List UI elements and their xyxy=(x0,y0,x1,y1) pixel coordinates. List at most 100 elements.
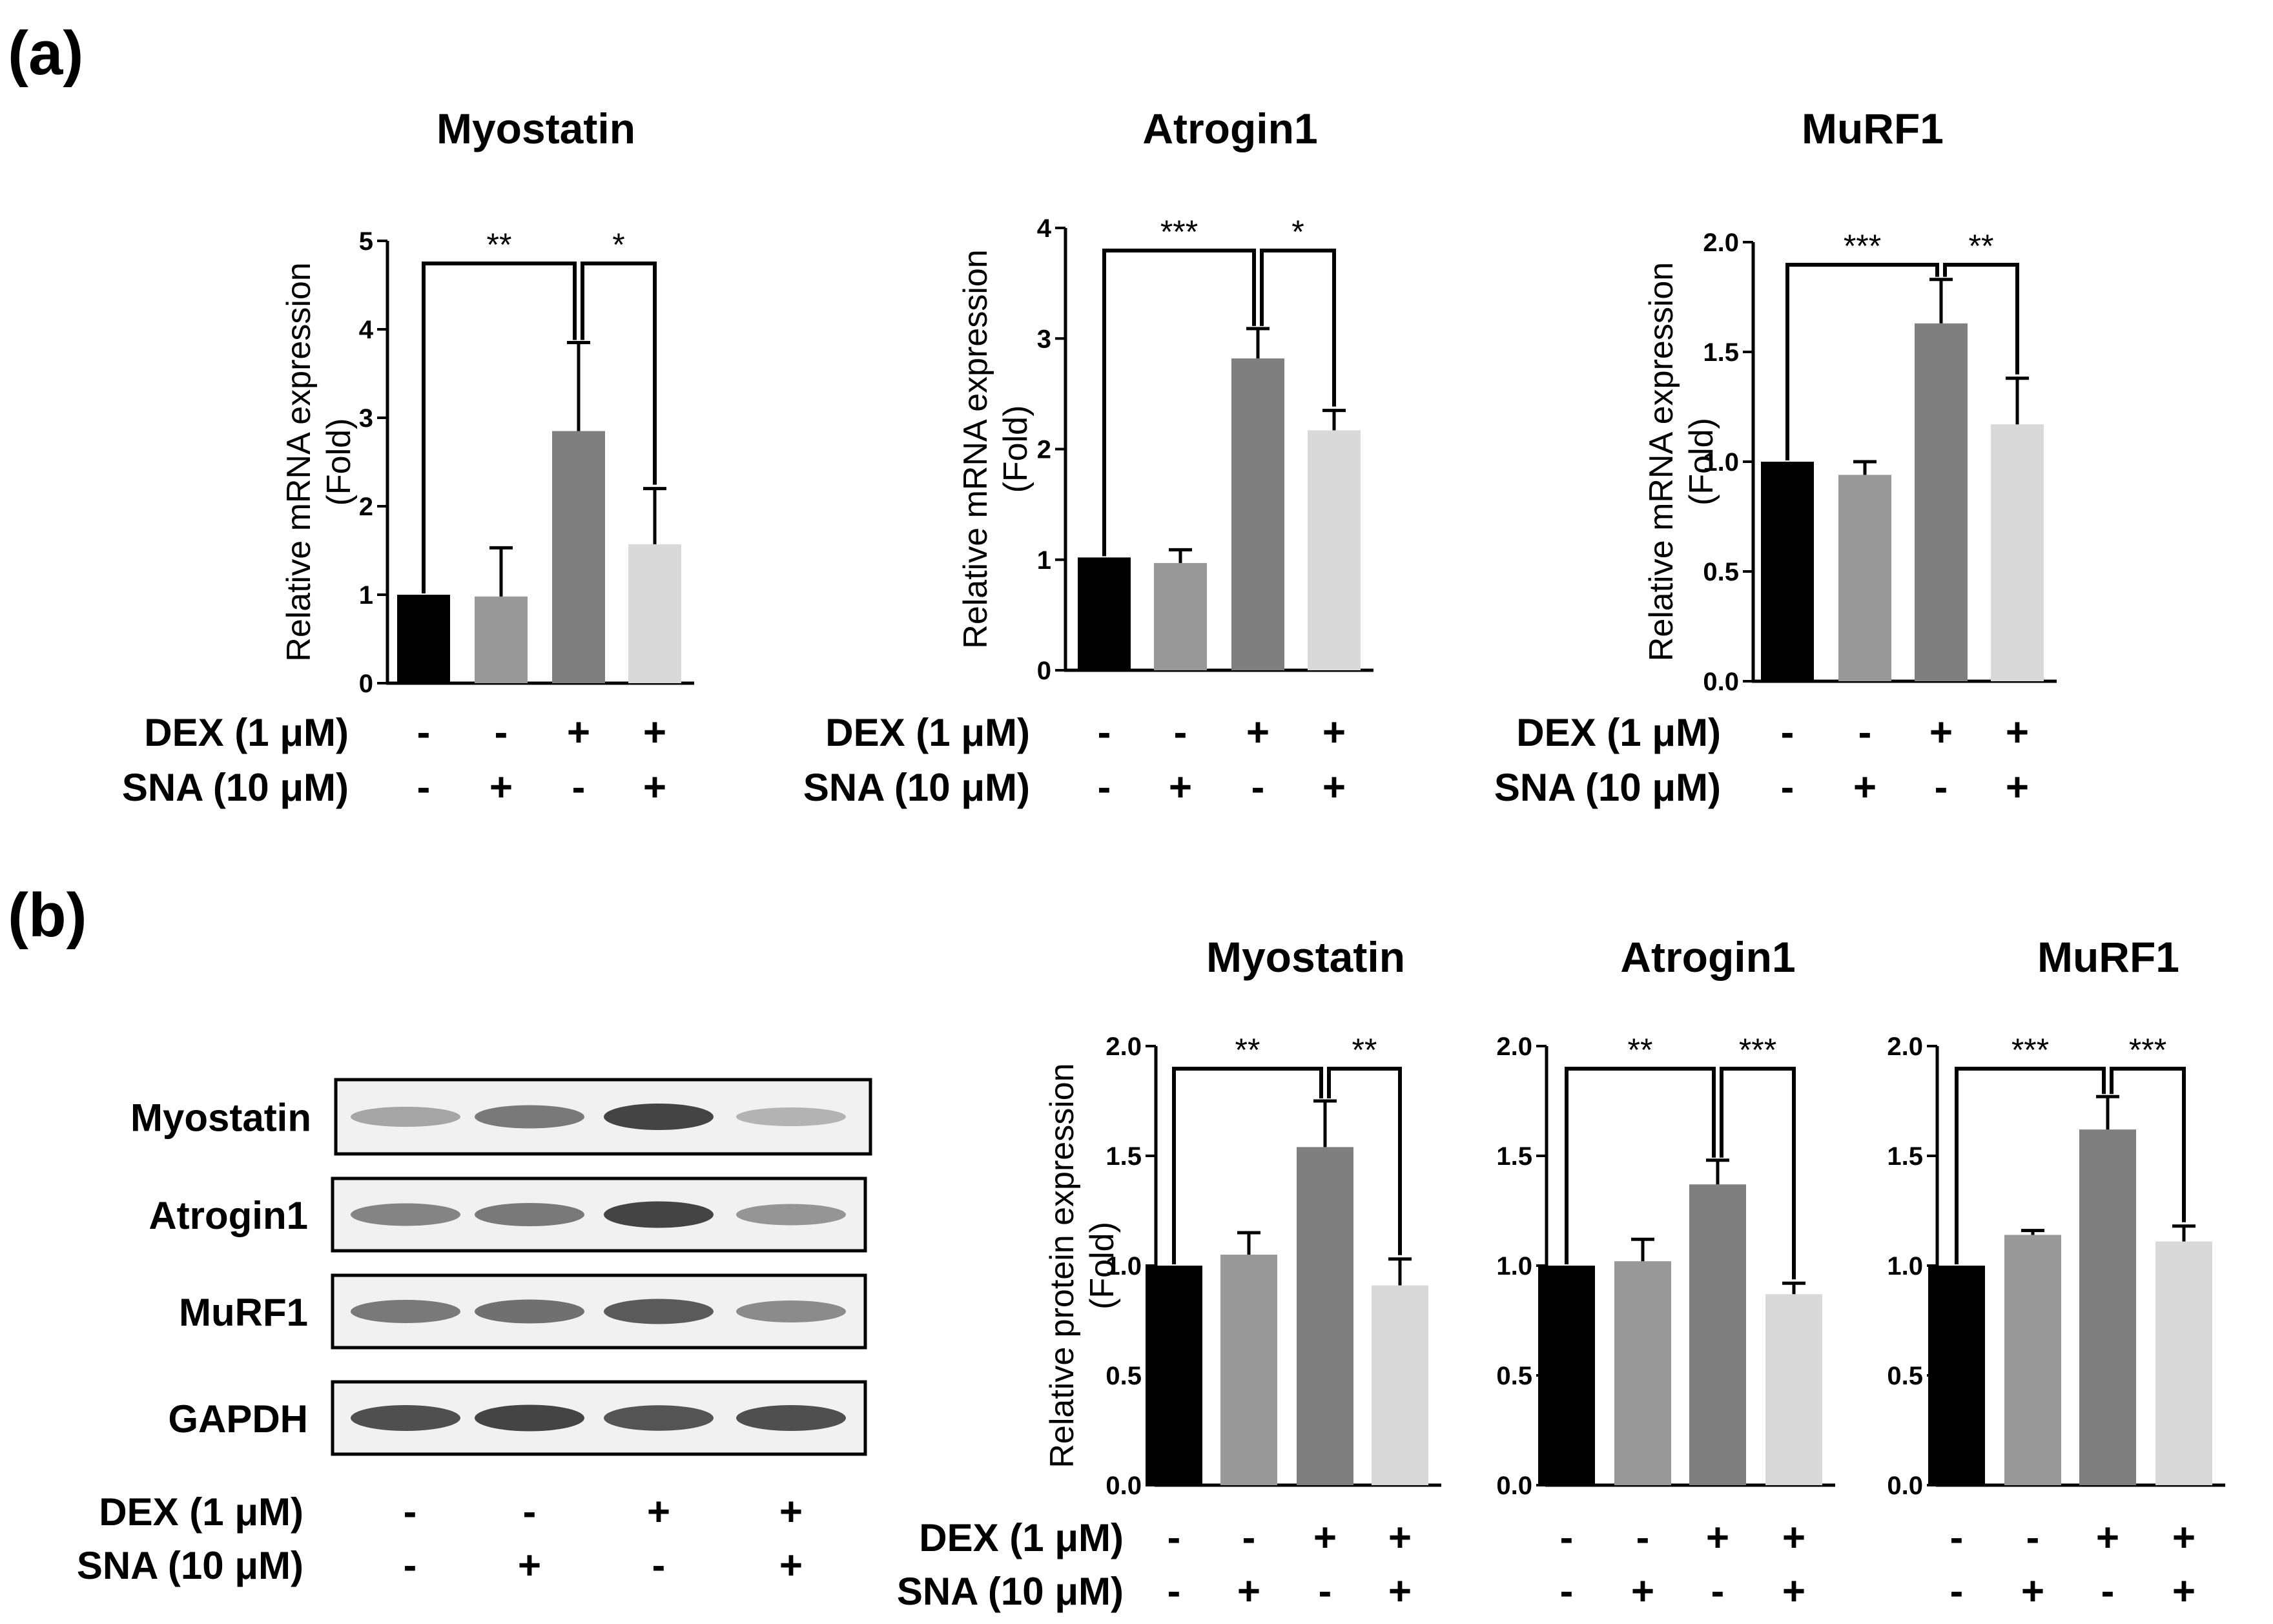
significance-bracket xyxy=(1785,263,1939,460)
blot-band xyxy=(351,1203,460,1226)
y-tick-label: 2.0 xyxy=(1496,1033,1532,1061)
chart-b-murf1: MuRF1 0.0 0.5 1.0 1.5 2.0 *** *** xyxy=(1887,933,2225,1500)
condition-sign: + xyxy=(2172,1516,2196,1560)
chart-a-atrogin1: Atrogin1 Relative mRNA expression (Fold) 0 1… xyxy=(957,105,1373,685)
y-tick-label: 0 xyxy=(1037,657,1051,685)
condition-sign: + xyxy=(2096,1516,2119,1560)
condition-sign: - xyxy=(1167,1516,1181,1560)
condition-label: DEX (1 μM) xyxy=(144,711,349,754)
blot-band xyxy=(736,1107,846,1126)
y-axis-label: Relative protein expression xyxy=(1044,1063,1081,1468)
blot-band xyxy=(351,1300,460,1323)
condition-table: DEX (1 μM) - - + + SNA (10 μM) - + - + xyxy=(1494,710,2029,810)
significance-label: ** xyxy=(1235,1032,1260,1068)
significance-bracket xyxy=(581,262,657,485)
blot-row: GAPDH xyxy=(168,1380,867,1456)
condition-sign: + xyxy=(1322,765,1346,810)
condition-sign: - xyxy=(1174,710,1188,755)
condition-sign: + xyxy=(1782,1569,1805,1614)
western-blot: Myostatin Atrogin1 MuRF1 GAPDH xyxy=(130,1078,872,1456)
significance-bracket xyxy=(1955,1067,2106,1264)
bar xyxy=(1231,358,1284,670)
condition-rows: DEX (1 μM) - - + + SNA (10 μM) - + - + DEX (1 μM) -… xyxy=(77,710,2196,1614)
bar xyxy=(1078,557,1131,670)
significance-bracket xyxy=(1260,249,1336,407)
condition-sign: - xyxy=(1098,765,1111,810)
bar xyxy=(1915,323,1968,681)
condition-sign: + xyxy=(518,1543,541,1588)
significance-label: ** xyxy=(1628,1032,1653,1068)
condition-sign: + xyxy=(1313,1516,1337,1560)
blot-band xyxy=(736,1405,846,1431)
condition-sign: - xyxy=(523,1490,537,1534)
bar xyxy=(1220,1255,1277,1485)
condition-sign: + xyxy=(2172,1569,2196,1614)
condition-sign: - xyxy=(1560,1516,1574,1560)
significance-bracket xyxy=(422,262,577,593)
protein-label: MuRF1 xyxy=(179,1291,308,1334)
y-tick-label: 0.5 xyxy=(1703,558,1739,586)
y-axis-label-unit: (Fold) xyxy=(320,418,358,506)
bar xyxy=(1146,1266,1202,1485)
chart-a-myostatin: Myostatin Relative mRNA expression (Fold) 0… xyxy=(280,105,694,698)
y-tick-label: 0.0 xyxy=(1106,1472,1142,1500)
y-tick-label: 1.5 xyxy=(1496,1142,1532,1171)
chart-b-myostatin: Myostatin Relative protein expression (Fol… xyxy=(1044,933,1441,1500)
condition-sign: - xyxy=(1781,710,1795,755)
condition-sign: - xyxy=(1636,1516,1650,1560)
blot-row: MuRF1 xyxy=(179,1273,867,1350)
significance-bracket xyxy=(1172,1067,1323,1264)
significance-bracket xyxy=(1565,1067,1716,1264)
condition-sign: - xyxy=(1711,1569,1725,1614)
y-axis-label-unit: (Fold) xyxy=(997,406,1034,493)
y-tick-label: 2 xyxy=(359,493,373,521)
significance-label: * xyxy=(1291,214,1304,250)
bar xyxy=(1765,1294,1822,1485)
bar xyxy=(1372,1285,1428,1485)
condition-label: SNA (10 μM) xyxy=(77,1544,303,1587)
condition-sign: + xyxy=(643,710,666,755)
condition-sign: - xyxy=(1858,710,1872,755)
condition-sign: - xyxy=(1560,1569,1574,1614)
y-tick-label: 1 xyxy=(1037,546,1051,575)
condition-sign: + xyxy=(1388,1569,1412,1614)
blot-band xyxy=(604,1299,714,1324)
condition-sign: - xyxy=(1098,710,1111,755)
chart-a-murf1: MuRF1 Relative mRNA expression (Fold) 0.0 0.… xyxy=(1643,105,2057,696)
chart-title: Myostatin xyxy=(437,105,635,152)
significance-label: *** xyxy=(1160,214,1198,250)
condition-sign: - xyxy=(495,710,508,755)
bar xyxy=(1614,1261,1671,1485)
y-tick-label: 2.0 xyxy=(1106,1033,1142,1061)
condition-sign: + xyxy=(1388,1516,1412,1560)
bar xyxy=(1761,462,1814,681)
significance-bracket xyxy=(1102,249,1256,557)
significance-bracket xyxy=(1720,1067,1796,1280)
condition-sign: + xyxy=(1237,1569,1260,1614)
condition-sign: + xyxy=(1322,710,1346,755)
y-tick-label: 3 xyxy=(1037,325,1051,353)
blot-band xyxy=(736,1300,846,1322)
y-tick-label: 0.0 xyxy=(1703,668,1739,696)
condition-sign: - xyxy=(572,765,586,810)
y-tick-label: 1.0 xyxy=(1496,1252,1532,1280)
condition-sign: + xyxy=(1631,1569,1654,1614)
bar xyxy=(1308,430,1361,670)
condition-sign: - xyxy=(1950,1516,1964,1560)
significance-bracket xyxy=(1943,263,2019,375)
bar xyxy=(2004,1235,2061,1485)
blot-band xyxy=(604,1405,714,1431)
significance-label: *** xyxy=(1844,228,1881,264)
significance-label: *** xyxy=(2011,1032,2049,1068)
chart-title: MuRF1 xyxy=(2037,933,2179,981)
y-tick-label: 1 xyxy=(359,581,373,610)
condition-label: DEX (1 μM) xyxy=(825,711,1030,754)
condition-table: DEX (1 μM) - - + + SNA (10 μM) - + - + xyxy=(122,710,666,810)
chart-title: Atrogin1 xyxy=(1620,933,1795,981)
condition-sign: + xyxy=(647,1490,670,1534)
bar xyxy=(1838,475,1891,681)
blot-band xyxy=(604,1104,714,1130)
condition-sign: - xyxy=(1242,1516,1256,1560)
